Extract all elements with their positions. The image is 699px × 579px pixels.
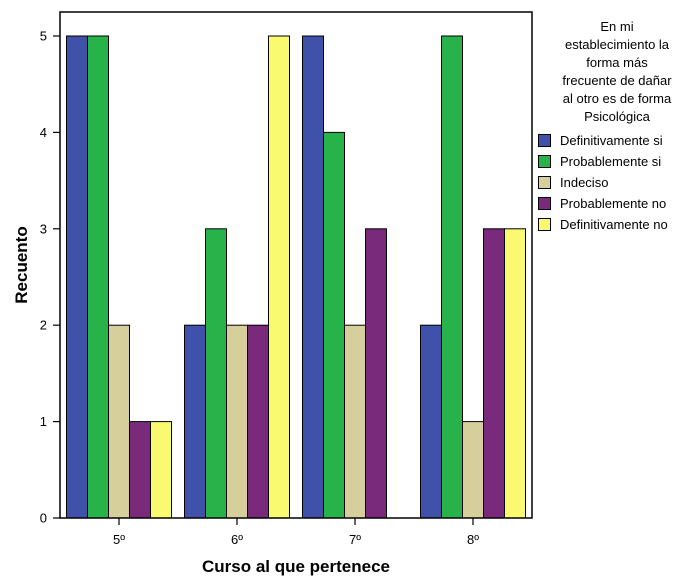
bar — [504, 228, 526, 519]
x-tick-label: 8º — [467, 532, 479, 547]
y-tick-label: 0 — [40, 511, 47, 526]
legend-title-line: al otro es de forma — [562, 91, 672, 106]
legend-item-definitivamente-no: Definitivamente no — [538, 214, 696, 235]
bar — [420, 324, 442, 519]
x-tick-label: 6º — [231, 532, 243, 547]
legend-label: Probablemente no — [560, 196, 667, 211]
plot-frame — [59, 11, 533, 519]
legend-title: En mi establecimiento la forma más frecu… — [538, 18, 696, 126]
y-axis-title: Recuento — [12, 226, 31, 303]
legend: En mi establecimiento la forma más frecu… — [538, 18, 696, 235]
x-tick-label: 5º — [113, 532, 125, 547]
legend-swatch — [538, 197, 551, 210]
bar — [184, 324, 206, 519]
y-axis: 0 1 2 3 4 5 — [40, 29, 60, 526]
legend-item-probablemente-no: Probablemente no — [538, 193, 696, 214]
legend-label: Definitivamente no — [560, 217, 668, 232]
bar — [129, 421, 151, 519]
bar — [150, 421, 172, 519]
bar — [441, 35, 463, 519]
legend-title-line: Psicológica — [584, 109, 650, 124]
legend-title-line: En mi — [600, 19, 634, 34]
bar — [268, 35, 290, 519]
legend-title-line: frecuente de dañar — [562, 73, 672, 88]
bar — [365, 228, 387, 519]
bar — [66, 35, 88, 519]
bar — [108, 324, 130, 519]
x-tick-label: 7º — [349, 532, 361, 547]
y-tick-label: 3 — [40, 221, 47, 236]
bar — [302, 35, 324, 519]
bar — [323, 131, 345, 519]
bar — [247, 324, 269, 519]
bar — [483, 228, 505, 519]
y-tick-label: 5 — [40, 29, 47, 44]
legend-title-line: forma más — [586, 55, 648, 70]
bar — [344, 324, 366, 519]
x-axis-title: Curso al que pertenece — [202, 557, 390, 576]
legend-label: Definitivamente si — [560, 133, 663, 148]
legend-label: Probablemente si — [560, 154, 662, 169]
legend-swatch — [538, 176, 551, 189]
legend-swatch — [538, 218, 551, 231]
bars-group — [66, 35, 526, 519]
legend-item-indeciso: Indeciso — [538, 172, 696, 193]
bar — [462, 421, 484, 519]
y-tick-label: 1 — [40, 414, 47, 429]
y-tick-label: 4 — [40, 125, 47, 140]
legend-label: Indeciso — [560, 175, 609, 190]
y-tick-label: 2 — [40, 318, 47, 333]
legend-title-line: establecimiento la — [564, 37, 670, 52]
bar — [226, 324, 248, 519]
legend-swatch — [538, 155, 551, 168]
bar — [87, 35, 109, 519]
legend-item-definitivamente-si: Definitivamente si — [538, 130, 696, 151]
legend-item-probablemente-si: Probablemente si — [538, 151, 696, 172]
legend-swatch — [538, 134, 551, 147]
bar — [205, 228, 227, 519]
x-axis: 5º 6º 7º 8º — [113, 518, 479, 547]
